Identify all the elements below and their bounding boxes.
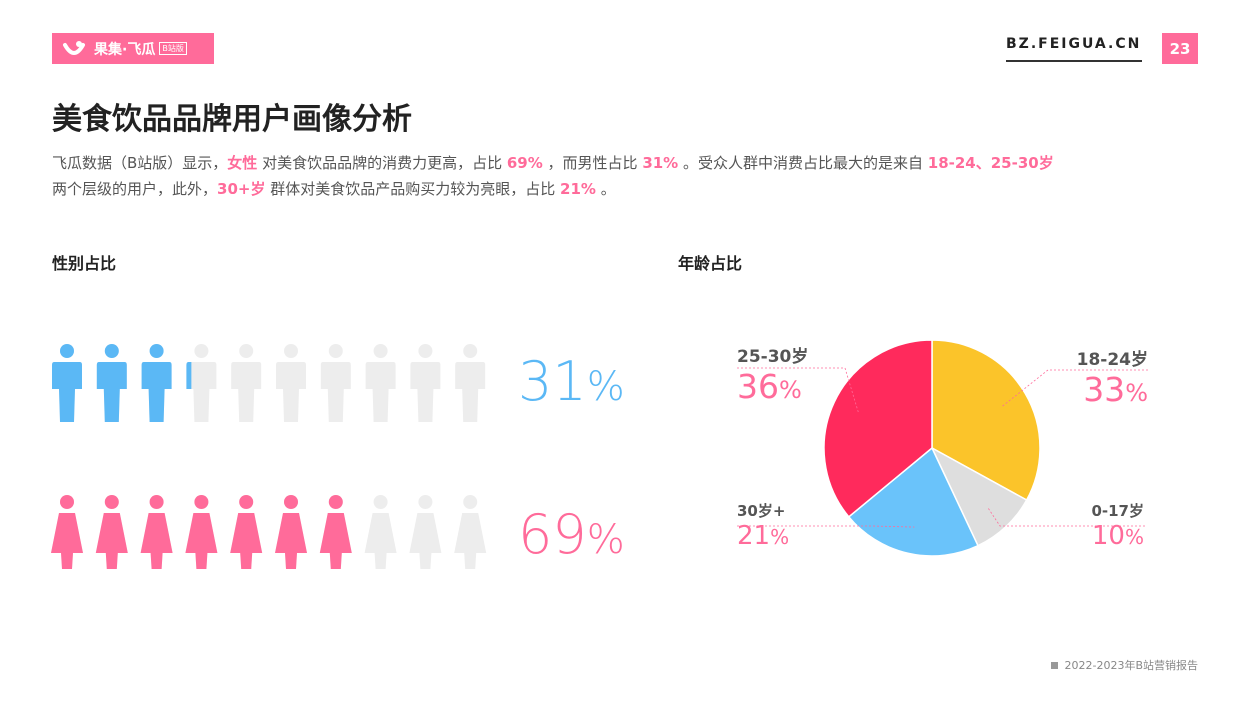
pie-label-number: 21 <box>737 521 771 551</box>
female-person-icon <box>409 495 442 569</box>
male-percentage: 31% <box>518 350 625 413</box>
female-person-icon <box>275 495 307 569</box>
age-section-label: 年龄占比 <box>678 254 743 273</box>
desc-text: 。受众人群中消费占比最大的是来自 <box>678 154 928 172</box>
male-percentage-value: 31 <box>518 350 587 413</box>
female-person-icon <box>319 495 352 569</box>
male-person-icon <box>410 344 441 422</box>
pie-label-category: 18-24岁 <box>1076 350 1148 370</box>
male-person-icon <box>455 344 486 422</box>
logo-mark-icon <box>62 39 86 59</box>
logo-tag: B站版 <box>159 42 187 55</box>
pie-label-18-24: 18-24岁 33% <box>1072 345 1148 409</box>
desc-text: 飞瓜数据（B站版）显示， <box>52 154 228 172</box>
footer: 2022-2023年B站营销报告 <box>1051 657 1198 673</box>
female-person-icon <box>140 495 173 569</box>
pie-slice <box>847 446 979 557</box>
male-person-icon <box>186 362 192 389</box>
logo-text: 果集·飞瓜 <box>94 41 156 58</box>
male-person-icon <box>141 344 172 422</box>
page-title: 美食饮品品牌用户画像分析 <box>52 102 412 137</box>
desc-text: 两个层级的用户，此外， <box>52 180 218 198</box>
pie-label-0-17: 0-17岁 10% <box>1072 500 1144 551</box>
pie-label-category: 25-30岁 <box>737 347 809 367</box>
female-percentage: 69% <box>518 503 625 566</box>
page-number: 23 <box>1162 33 1198 64</box>
female-person-icon <box>95 495 128 569</box>
desc-highlight: 31% <box>642 154 679 172</box>
pie-slice <box>930 446 1028 547</box>
desc-text: ，而男性占比 <box>542 154 643 172</box>
pie-label-value: 10% <box>1072 521 1144 551</box>
male-person-icon <box>320 344 351 422</box>
desc-highlight: 女性 <box>227 154 258 172</box>
pie-label-unit: % <box>1124 525 1144 549</box>
pie-label-number: 10 <box>1091 521 1125 551</box>
female-percentage-value: 69 <box>518 503 587 566</box>
pie-slice <box>823 339 933 518</box>
desc-highlight: 30+岁 <box>217 180 266 198</box>
pie-label-value: 33% <box>1072 370 1148 409</box>
pie-label-number: 33 <box>1083 370 1126 409</box>
pie-label-25-30: 25-30岁 36% <box>737 342 808 406</box>
male-person-icon <box>276 344 306 422</box>
pie-label-value: 21% <box>737 521 789 551</box>
desc-text: 。 <box>595 180 616 198</box>
male-person-icon <box>96 344 127 422</box>
description: 飞瓜数据（B站版）显示，女性 对美食饮品品牌的消费力更高，占比 69% ，而男性… <box>52 150 1202 202</box>
site-url-underline <box>1006 60 1142 62</box>
male-person-icon <box>52 344 82 422</box>
male-percentage-unit: % <box>586 364 625 410</box>
gender-pictogram <box>51 344 487 569</box>
brand-logo: 果集·飞瓜 B站版 <box>52 33 214 64</box>
pie-label-category: 0-17岁 <box>1091 502 1144 520</box>
footer-square-icon <box>1051 661 1059 669</box>
pie-label-unit: % <box>770 525 790 549</box>
female-person-icon <box>51 495 83 569</box>
desc-highlight: 21% <box>560 180 596 198</box>
pie-label-category: 30岁+ <box>737 502 786 520</box>
desc-highlight: 69% <box>506 154 543 172</box>
pie-label-value: 36% <box>737 367 808 406</box>
male-person-icon <box>231 344 262 422</box>
desc-highlight: 18-24、25-30岁 <box>927 154 1054 172</box>
female-person-icon <box>364 495 397 569</box>
female-person-icon <box>185 495 218 569</box>
female-percentage-unit: % <box>586 517 625 563</box>
female-person-icon <box>230 495 263 569</box>
site-url[interactable]: BZ.FEIGUA.CN <box>1006 36 1142 52</box>
pie-label-30plus: 30岁+ 21% <box>737 500 789 551</box>
female-person-icon <box>454 495 487 569</box>
pie-label-number: 36 <box>737 367 779 406</box>
pie-label-unit: % <box>1125 379 1148 407</box>
male-person-icon <box>186 344 217 422</box>
pie-label-unit: % <box>779 376 802 404</box>
pie-slice <box>931 339 1041 502</box>
desc-text: 群体对美食饮品产品购买力较为亮眼，占比 <box>265 180 561 198</box>
footer-text: 2022-2023年B站营销报告 <box>1064 659 1198 672</box>
gender-section-label: 性别占比 <box>52 254 117 273</box>
male-person-icon <box>365 344 396 422</box>
desc-text: 对美食饮品品牌的消费力更高，占比 <box>257 154 507 172</box>
